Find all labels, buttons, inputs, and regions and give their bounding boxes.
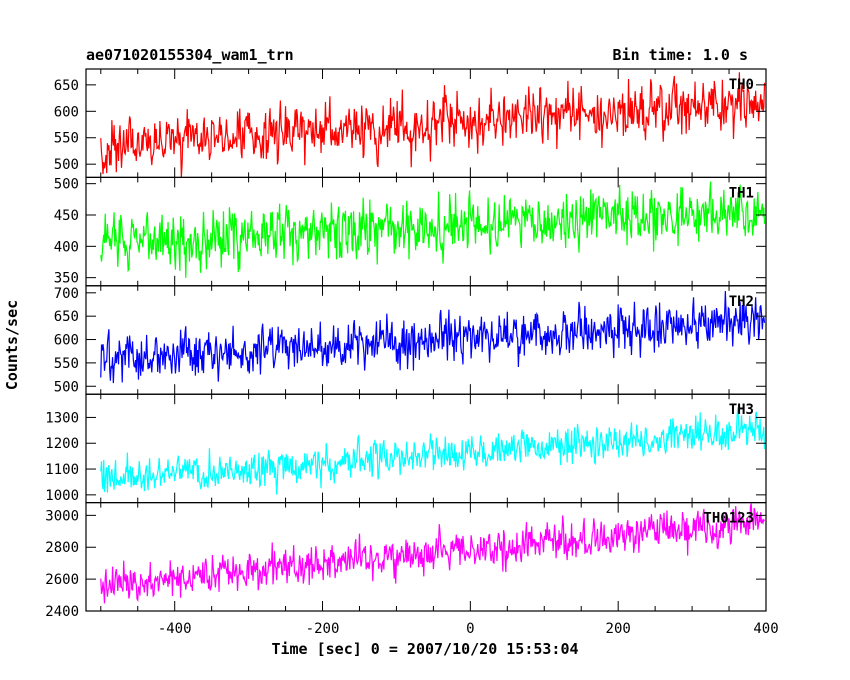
y-tick-label: 2800: [45, 540, 79, 556]
y-tick-label: 1300: [45, 410, 79, 426]
y-tick-label: 450: [54, 208, 79, 224]
y-tick-label: 500: [54, 177, 79, 193]
panel-label: TH0: [729, 77, 754, 93]
y-tick-label: 550: [54, 356, 79, 372]
y-tick-label: 1200: [45, 436, 79, 452]
panel-th0: 500 550 600 650 TH0: [54, 68, 767, 179]
panel-frame: [85, 176, 767, 287]
y-tick-label: 3000: [45, 508, 79, 524]
chart-title: ae071020155304_wam1_trn: [86, 46, 294, 64]
panel-th2: 500 550 600 650 700 TH2: [54, 285, 767, 395]
panel-label: TH3: [729, 402, 754, 418]
panel-label: TH2: [729, 294, 754, 310]
panel-th1: 350 400 450 500 TH1: [54, 176, 767, 287]
panel-frame: [85, 502, 767, 612]
series-th3: [100, 407, 766, 495]
y-tick-label: 650: [54, 309, 79, 325]
x-tick-label: 400: [753, 621, 778, 637]
y-tick-label: 350: [54, 271, 79, 287]
x-tick-label: 200: [606, 621, 631, 637]
bin-time-label: Bin time: 1.0 s: [613, 46, 748, 64]
series-th1: [100, 181, 766, 278]
x-tick-label: -400: [158, 621, 192, 637]
y-tick-label: 1100: [45, 462, 79, 478]
y-axis-label: Counts/sec: [3, 300, 21, 390]
y-tick-label: 700: [54, 286, 79, 302]
x-tick-label: -200: [306, 621, 340, 637]
y-tick-label: 1000: [45, 488, 79, 504]
series-th2: [100, 290, 766, 384]
panel-frame: [85, 393, 767, 504]
y-tick-label: 600: [54, 104, 79, 120]
y-tick-label: 500: [54, 157, 79, 173]
y-tick-label: 2600: [45, 572, 79, 588]
y-tick-label: 400: [54, 239, 79, 255]
panel-th0123: 2400 2600 2800 3000 TH0123: [45, 502, 767, 620]
plot-panels: 500 550 600 650 TH0 350 400 450 500 TH1 500 550 600 6…: [45, 68, 779, 637]
series-th0123: [100, 503, 766, 604]
y-tick-label: 2400: [45, 604, 79, 620]
y-tick-label: 650: [54, 78, 79, 94]
panel-th3: 1000 1100 1200 1300 TH3: [45, 393, 767, 504]
panel-label: TH1: [729, 185, 754, 201]
series-th0: [100, 72, 766, 178]
y-tick-label: 500: [54, 379, 79, 395]
x-axis-label: Time [sec] 0 = 2007/10/20 15:53:04: [271, 640, 578, 658]
x-tick-label: 0: [466, 621, 474, 637]
y-tick-label: 600: [54, 333, 79, 349]
panel-label: TH0123: [703, 511, 754, 527]
y-tick-label: 550: [54, 131, 79, 147]
